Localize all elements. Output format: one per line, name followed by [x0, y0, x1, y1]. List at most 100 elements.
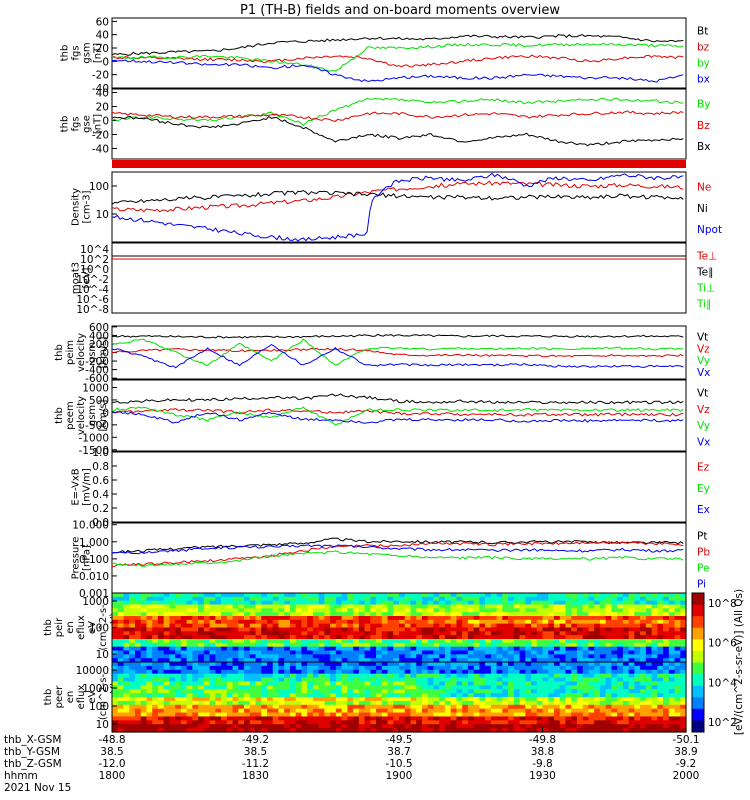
peir-spec-cell [427, 616, 435, 621]
fgs-gse-ylabel-line: thb [60, 116, 71, 133]
pressure-ytick: 10.000 [72, 520, 109, 532]
peer-spec-cell [576, 662, 584, 667]
peer-spec-cell [450, 712, 457, 718]
peir-spec-cell [399, 627, 406, 632]
peir-spec-cell [519, 593, 526, 598]
peer-spec-cell [513, 697, 521, 702]
peir-spec-cell [548, 604, 555, 609]
peir-spec-cell [617, 600, 624, 606]
peer-spec-cell [341, 704, 348, 710]
peir-spec-cell [221, 635, 228, 640]
peir-spec-ylabel-line: en [65, 621, 76, 634]
peir-spec-cell [634, 608, 641, 613]
peer-spec-cell [680, 700, 687, 706]
peir-spec-cell [645, 604, 653, 609]
peer-spec-cell [209, 662, 216, 667]
peer-spec-cell [123, 704, 130, 710]
peir-spec-cell [410, 646, 417, 652]
peer-spec-cell [565, 724, 572, 729]
peir-spec-cell [553, 639, 561, 644]
peer-spec-cell [473, 677, 480, 683]
peir-spec-cell [347, 642, 354, 648]
peer-spec-cell [215, 689, 222, 694]
peer-spec-cell [129, 720, 136, 725]
peem-velocity-legend-vt: Vt [697, 388, 708, 400]
peer-spec-cell [559, 720, 567, 725]
peer-spec-cell [186, 665, 193, 671]
peem-velocity-legend-vz: Vz [697, 404, 710, 416]
peer-spec-cell [680, 716, 687, 721]
peir-spec-cell [238, 616, 245, 621]
peir-spec-cell [668, 593, 676, 598]
peer-spec-cell [548, 724, 555, 729]
peer-spec-cell [140, 689, 148, 694]
peir-spec-cell [611, 619, 618, 625]
peir-spec-cell [576, 627, 584, 632]
peir-spec-cell [284, 612, 291, 617]
peer-spec-cell [123, 697, 130, 702]
peir-spec-cell [433, 631, 440, 636]
peer-spec-cell [439, 685, 446, 690]
peir-spec-cell [175, 616, 182, 621]
peer-spec-cell [307, 716, 314, 721]
peer-spec-cell [284, 681, 291, 686]
peir-spec-cell [490, 608, 498, 613]
peer-spec-cell [508, 689, 515, 694]
peir-spec-cell [571, 612, 578, 617]
peer-spec-cell [261, 720, 268, 725]
peer-spec-cell [226, 693, 234, 698]
peir-spec-cell [198, 604, 205, 609]
peir-spec-cell [657, 642, 664, 648]
peir-spec-cell [404, 635, 412, 640]
peer-spec-cell [433, 693, 440, 698]
peer-spec-cell [651, 704, 658, 710]
peer-spec-cell [668, 693, 676, 698]
peer-spec-cell [605, 724, 612, 729]
peer-spec-cell [594, 669, 601, 675]
peir-spec-cell [117, 642, 125, 648]
peir-spec-cell [347, 650, 354, 655]
peer-spec-cell [134, 662, 142, 667]
peer-spec-cell [427, 673, 435, 679]
peir-spec-cell [134, 658, 142, 663]
peir-spec-cell [404, 623, 412, 629]
peer-spec-cell [427, 708, 435, 714]
peir-spec-cell [617, 612, 624, 617]
peir-spec-cell [186, 623, 193, 629]
peir-spec-cell [485, 631, 492, 636]
peim-velocity-series-vx [111, 344, 684, 369]
peer-spec-cell [485, 681, 492, 686]
peir-spec-cell [381, 642, 389, 648]
peir-spec-cell [444, 593, 452, 598]
peir-spec-cell [335, 642, 343, 648]
peir-spec-cell [634, 616, 641, 621]
peer-spec-cell [221, 728, 228, 733]
peer-spec-cell [634, 681, 641, 686]
peer-spec-cell [226, 689, 234, 694]
peer-spec-cell [462, 708, 469, 714]
peer-spec-cell [594, 685, 601, 690]
peer-spec-cell [266, 669, 274, 675]
peir-spec-cell [559, 646, 567, 652]
peer-spec-cell [175, 700, 182, 706]
peir-spec-cell [485, 612, 492, 617]
peir-spec-cell [353, 646, 360, 652]
peir-spec-cell [295, 619, 303, 625]
peir-spec-cell [519, 650, 526, 655]
peer-spec-cell [221, 712, 228, 718]
peer-spec-cell [663, 708, 670, 714]
peer-spec-cell [117, 669, 125, 675]
peer-spec-cell [226, 728, 234, 733]
peer-spec-cell [399, 665, 406, 671]
peir-spec-cell [134, 608, 142, 613]
peer-spec-cell [289, 704, 297, 710]
peer-spec-cell [617, 700, 624, 706]
peir-spec-cell [450, 600, 457, 606]
peer-spec-cell [576, 693, 584, 698]
peir-spec-cell [393, 604, 400, 609]
peer-spec-cell [318, 681, 325, 686]
peer-spec-cell [651, 662, 658, 667]
peir-spec-cell [582, 631, 590, 636]
peir-spec-cell [576, 642, 584, 648]
peir-spec-cell [490, 654, 498, 659]
